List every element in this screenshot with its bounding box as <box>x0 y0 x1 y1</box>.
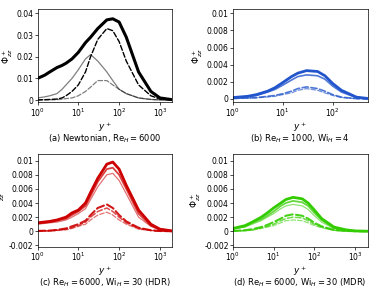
Text: (a) Newtonian, $\mathrm{Re}_H = 6000$: (a) Newtonian, $\mathrm{Re}_H = 6000$ <box>48 132 161 144</box>
Y-axis label: $\Phi^+_{zz}$: $\Phi^+_{zz}$ <box>189 192 203 208</box>
Y-axis label: $\Phi^+_{zz}$: $\Phi^+_{zz}$ <box>191 48 206 64</box>
X-axis label: $y^+$: $y^+$ <box>293 265 307 278</box>
Y-axis label: $\Phi^+_{zz}$: $\Phi^+_{zz}$ <box>1 48 15 64</box>
Y-axis label: $\Phi^+_{zz}$: $\Phi^+_{zz}$ <box>0 192 8 208</box>
X-axis label: $y^+$: $y^+$ <box>293 120 307 134</box>
Text: (c) $\mathrm{Re}_H = 6000$, $\mathrm{Wi}_H = 30$ (HDR): (c) $\mathrm{Re}_H = 6000$, $\mathrm{Wi}… <box>39 277 171 289</box>
Text: (b) $\mathrm{Re}_H = 1000$, $\mathrm{Wi}_H = 4$: (b) $\mathrm{Re}_H = 1000$, $\mathrm{Wi}… <box>251 132 350 144</box>
Text: (d) $\mathrm{Re}_H = 6000$, $\mathrm{Wi}_H = 30$ (MDR): (d) $\mathrm{Re}_H = 6000$, $\mathrm{Wi}… <box>234 277 367 289</box>
X-axis label: $y^+$: $y^+$ <box>98 120 112 134</box>
X-axis label: $y^+$: $y^+$ <box>98 265 112 278</box>
